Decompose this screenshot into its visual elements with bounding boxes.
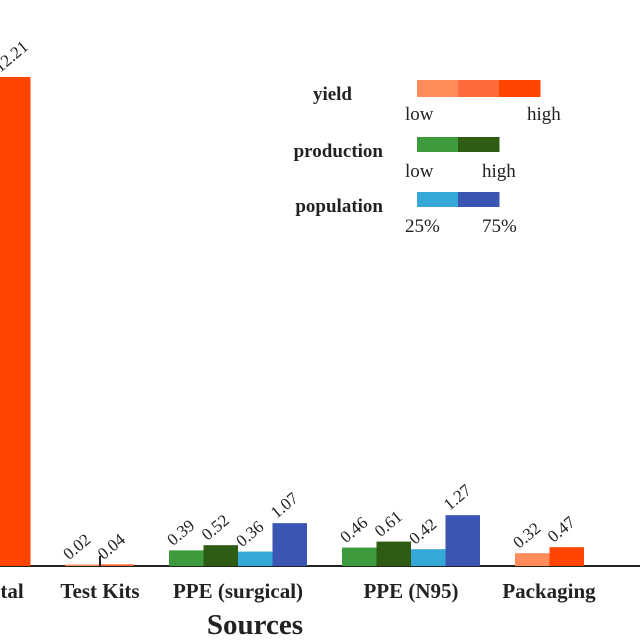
legend-high-label: high [527,104,561,125]
legend-entry-population: population 25% 75% [295,192,517,237]
legend-high-label: high [482,161,516,182]
legend-swatch [458,137,500,152]
bar [445,515,480,566]
legend-entry-yield: yield low high [313,80,561,125]
bar-group: 12.21 tal [0,37,32,603]
bar-group: 0.32 0.47 Packaging [502,512,596,603]
legend-high-label: 75% [482,216,517,237]
data-label: 1.27 [440,480,475,514]
x-axis-title: Sources [207,609,303,640]
data-label: 0.61 [371,507,406,541]
bar [411,549,446,566]
data-label: 12.21 [0,37,32,76]
bar [238,551,273,566]
legend-low-label: 25% [405,216,440,237]
legend-label: production [294,141,384,162]
bar [515,553,550,566]
legend-swatch [417,137,459,152]
category-label: PPE (N95) [363,579,458,603]
data-label: 0.32 [509,519,544,553]
legend-label: yield [313,84,352,105]
legend-swatch [417,192,459,207]
legend-swatch [499,80,541,97]
legend-swatch [417,80,459,97]
category-label: Packaging [502,579,596,603]
legend-swatch [458,192,500,207]
bar [99,564,134,566]
bar [169,550,204,566]
data-label: 0.47 [544,512,579,546]
data-label: 0.02 [59,530,94,564]
legend-swatch [458,80,500,97]
category-label: tal [0,579,23,603]
category-label: Test Kits [60,579,139,603]
data-label: 0.52 [198,511,233,545]
bar [65,564,100,566]
bar [272,523,307,566]
data-label: 0.39 [163,516,198,550]
bar [342,547,377,566]
bar [0,76,31,566]
legend-low-label: low [405,161,434,182]
legend-label: population [295,196,383,217]
bar [549,547,584,566]
bar [203,545,238,566]
data-label: 0.46 [336,513,371,547]
legend-low-label: low [405,104,434,125]
legend-entry-production: production low high [294,137,516,182]
data-label: 1.07 [267,488,302,522]
bar [376,541,411,566]
category-label: PPE (surgical) [173,579,303,603]
